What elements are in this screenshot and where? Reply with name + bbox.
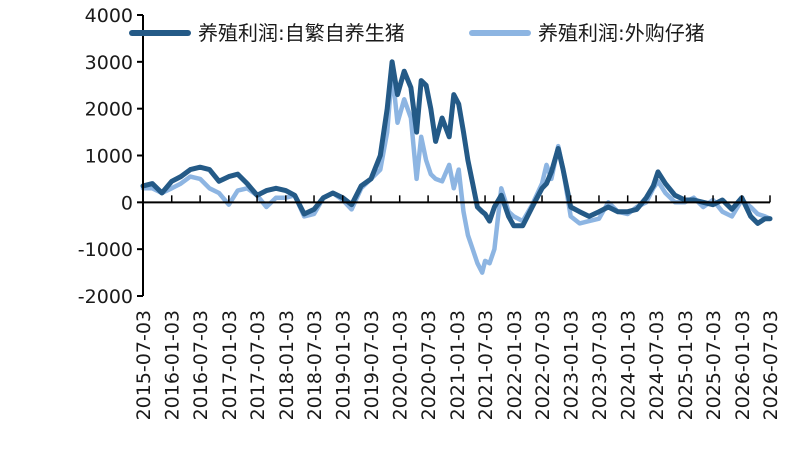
y-tick-label: 0 <box>121 192 133 214</box>
legend-label-series-1: 养殖利润:自繁自养生猪 <box>198 21 405 45</box>
x-tick-label: 2026-01-03 <box>732 310 754 420</box>
x-tick-label: 2016-07-03 <box>190 310 212 420</box>
x-tick-label: 2018-07-03 <box>304 310 326 420</box>
x-tick-label: 2023-01-03 <box>561 310 583 420</box>
x-tick-label: 2018-01-03 <box>276 310 298 420</box>
y-tick-labels: 4000 3000 2000 1000 0 -1000 -2000 <box>78 5 143 308</box>
x-tick-label: 2016-01-03 <box>162 310 184 420</box>
x-tick-label: 2022-07-03 <box>532 310 554 420</box>
x-tick-label: 2017-01-03 <box>219 310 241 420</box>
x-tick-labels: 2015-07-03 2016-01-03 2016-07-03 2017-01-03… <box>133 195 782 420</box>
x-tick-label: 2021-01-03 <box>447 310 469 420</box>
axes-layer <box>142 15 770 296</box>
x-tick-label: 2025-07-03 <box>703 310 725 420</box>
x-tick-label: 2015-07-03 <box>133 310 155 420</box>
x-tick-label: 2026-07-03 <box>760 310 782 420</box>
x-tick-label: 2023-07-03 <box>589 310 611 420</box>
x-tick-label: 2020-07-03 <box>418 310 440 420</box>
legend-label-series-2: 养殖利润:外购仔猪 <box>538 21 705 45</box>
y-tick-label: -1000 <box>78 239 133 261</box>
x-tick-label: 2019-07-03 <box>361 310 383 420</box>
y-tick-label: 3000 <box>85 52 133 74</box>
series-layer <box>140 59 773 275</box>
x-tick-label: 2024-07-03 <box>646 310 668 420</box>
y-tick-label: 2000 <box>85 99 133 121</box>
y-tick-label: -2000 <box>78 286 133 308</box>
x-tick-label: 2021-07-03 <box>475 310 497 420</box>
legend: 养殖利润:自繁自养生猪 养殖利润:外购仔猪 <box>129 21 705 45</box>
x-tick-label: 2019-01-03 <box>333 310 355 420</box>
x-tick-label: 2017-07-03 <box>247 310 269 420</box>
x-tick-label: 2024-01-03 <box>618 310 640 420</box>
x-tick-label: 2025-01-03 <box>675 310 697 420</box>
series-line-1 <box>140 59 773 229</box>
x-tick-label: 2022-01-03 <box>504 310 526 420</box>
y-tick-label: 4000 <box>85 5 133 27</box>
x-tick-label: 2020-01-03 <box>390 310 412 420</box>
y-tick-label: 1000 <box>85 146 133 168</box>
